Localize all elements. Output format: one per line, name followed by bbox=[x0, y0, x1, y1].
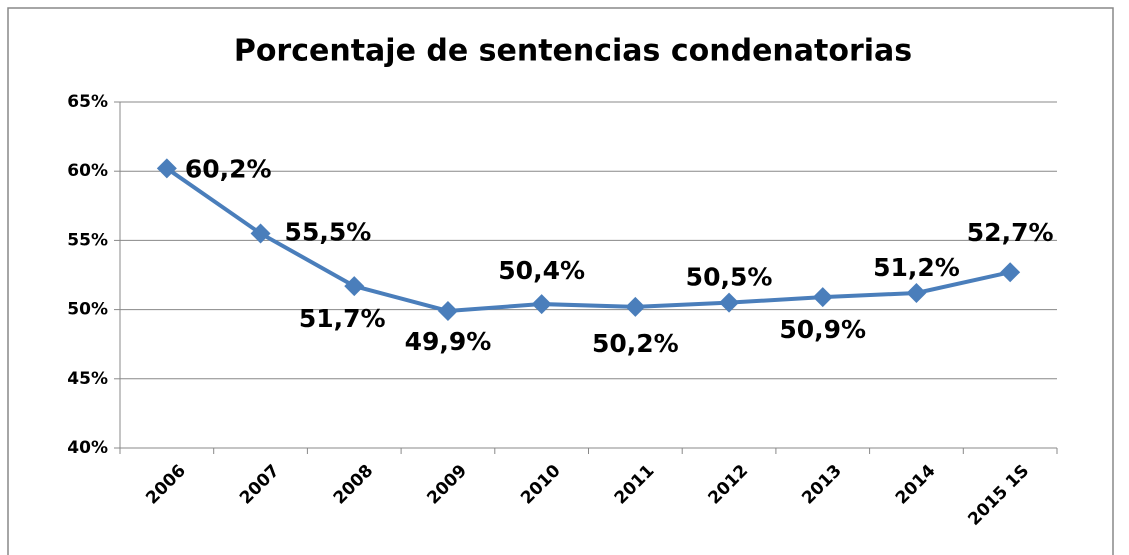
data-label: 50,2% bbox=[592, 329, 679, 358]
marker bbox=[156, 158, 177, 179]
data-label: 51,2% bbox=[873, 253, 960, 282]
marker bbox=[437, 300, 458, 321]
y-tick-label: 50% bbox=[67, 300, 108, 320]
data-label: 55,5% bbox=[285, 217, 372, 246]
data-label: 50,9% bbox=[779, 315, 866, 344]
x-tick-label: 2006 bbox=[142, 461, 190, 509]
data-label: 51,7% bbox=[299, 304, 386, 333]
data-label: 50,5% bbox=[686, 263, 773, 292]
marker bbox=[1000, 262, 1021, 283]
data-label: 60,2% bbox=[185, 154, 272, 183]
x-tick-label: 2008 bbox=[330, 461, 378, 509]
x-tick-label: 2010 bbox=[517, 461, 565, 509]
data-label: 49,9% bbox=[405, 327, 492, 356]
x-tick-label: 2012 bbox=[705, 461, 753, 509]
marker bbox=[531, 294, 552, 315]
y-tick-label: 40% bbox=[67, 438, 108, 458]
series-line bbox=[165, 166, 1011, 314]
marker bbox=[344, 276, 365, 297]
marker bbox=[812, 287, 833, 308]
marker bbox=[906, 282, 927, 303]
x-tick-label: 2007 bbox=[236, 461, 284, 509]
chart-frame bbox=[7, 7, 1114, 555]
y-tick-label: 60% bbox=[67, 161, 108, 181]
marker bbox=[719, 292, 740, 313]
x-tick-label: 2011 bbox=[611, 461, 659, 509]
y-tick-label: 65% bbox=[67, 92, 108, 112]
marker bbox=[250, 223, 271, 244]
marker bbox=[625, 296, 646, 317]
chart-title: Porcentaje de sentencias condenatorias bbox=[234, 34, 912, 69]
data-label: 50,4% bbox=[498, 256, 585, 285]
y-tick-label: 45% bbox=[67, 369, 108, 389]
x-tick-label: 2015 1S bbox=[964, 461, 1033, 530]
y-tick-label: 55% bbox=[67, 230, 108, 250]
x-tick-label: 2014 bbox=[892, 461, 940, 509]
x-tick-label: 2013 bbox=[798, 461, 846, 509]
x-tick-label: 2009 bbox=[423, 461, 471, 509]
data-label: 52,7% bbox=[967, 218, 1054, 247]
